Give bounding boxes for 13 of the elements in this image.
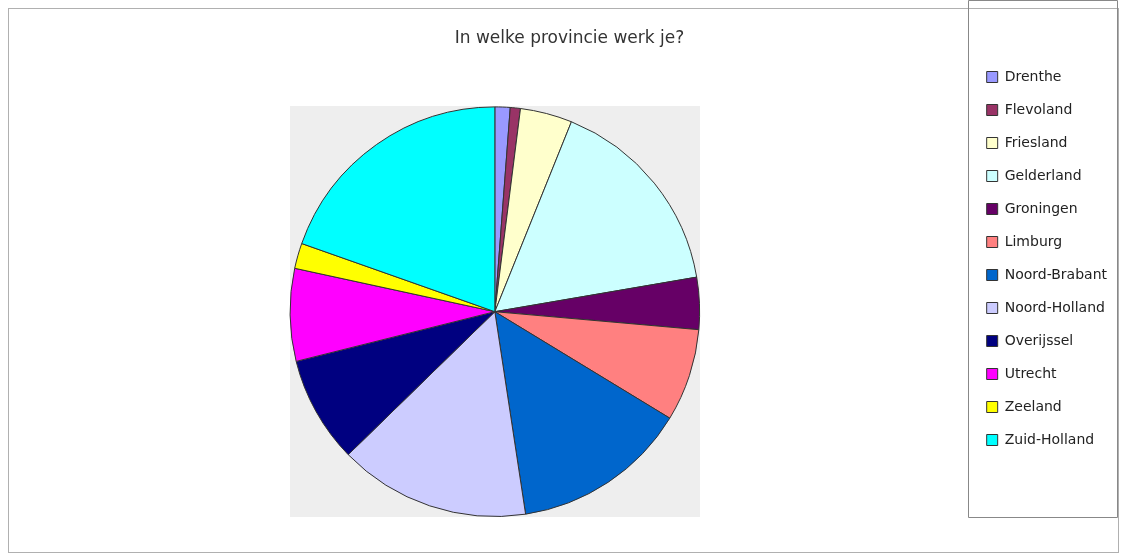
legend-label: Zuid-Holland (1004, 430, 1095, 447)
legend-label: Drenthe (1004, 67, 1062, 84)
legend-label: Utrecht (1004, 364, 1058, 381)
legend-label: Friesland (1004, 133, 1068, 150)
text: In welke provincie werk je? (454, 26, 685, 47)
legend-label: Noord-Brabant (1004, 265, 1108, 282)
legend-label: Groningen (1004, 199, 1078, 216)
legend-label: Zeeland (1004, 397, 1062, 414)
legend-label: Noord-Holland (1004, 298, 1105, 315)
legend-label: Limburg (1004, 232, 1063, 249)
legend-label: Gelderland (1004, 166, 1082, 183)
legend-label: Flevoland (1004, 100, 1073, 117)
legend-label: Overijssel (1004, 331, 1074, 348)
